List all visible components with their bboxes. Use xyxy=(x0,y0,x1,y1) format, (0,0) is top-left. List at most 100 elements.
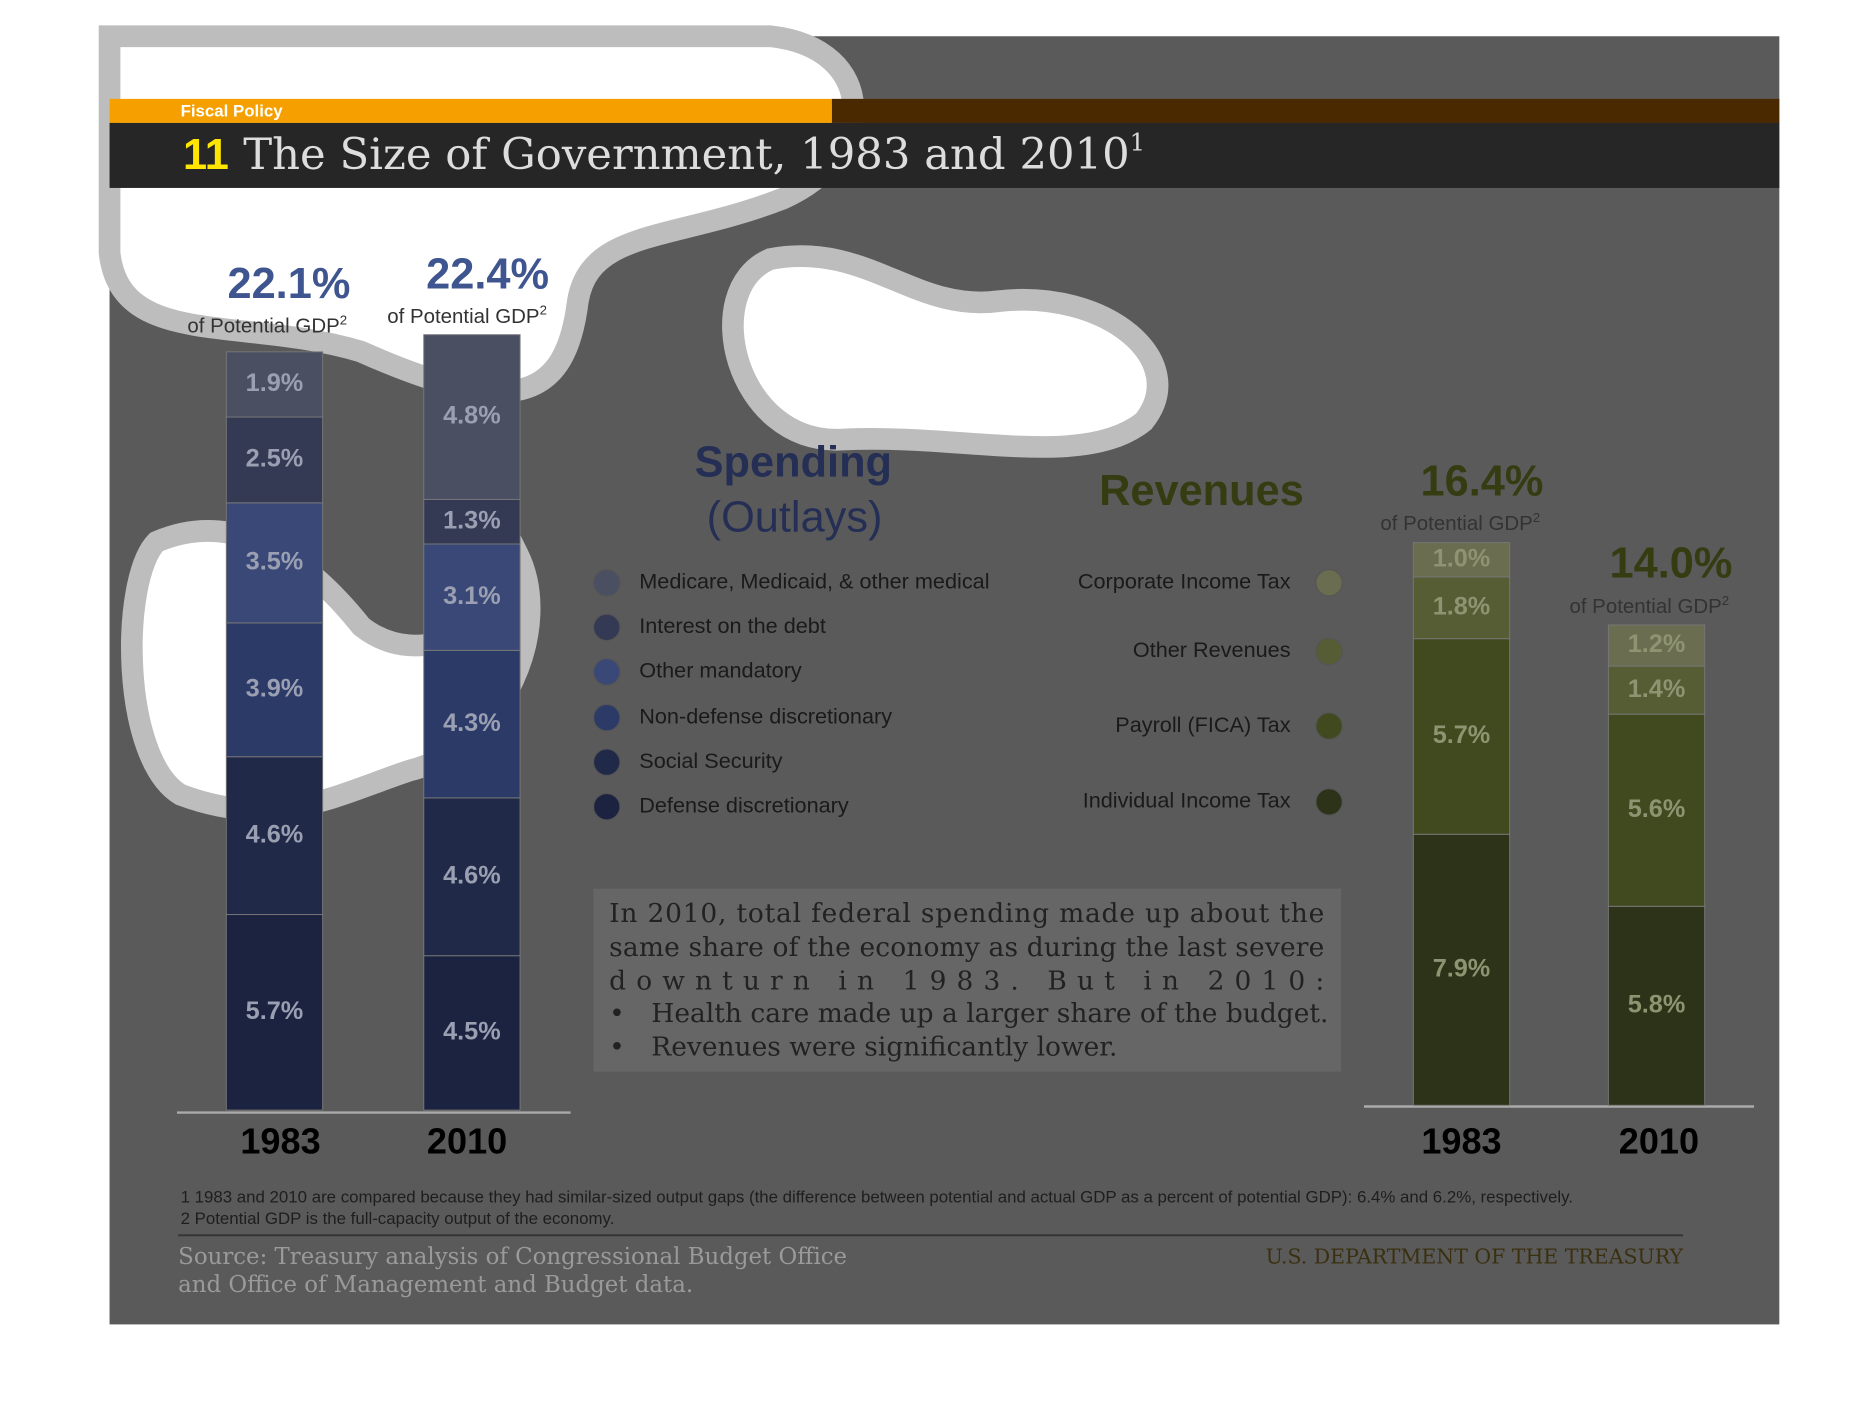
caption-text: of Potential GDP xyxy=(187,315,339,338)
bullet: • xyxy=(609,1032,625,1063)
source: and Office of Management and Budget data… xyxy=(178,1272,693,1298)
x-tick-label: 2010 xyxy=(1619,1120,1699,1161)
segment-label: 5.8% xyxy=(1628,990,1686,1018)
bar-segment xyxy=(1412,576,1511,640)
segment-label: 5.7% xyxy=(1433,721,1491,749)
x-tick-label: 1983 xyxy=(1421,1120,1501,1161)
legend-marker xyxy=(1315,637,1343,666)
legend-label: Medicare, Medicaid, & other medical xyxy=(639,569,989,594)
title-note: 1 xyxy=(1130,128,1145,156)
segment-label: 1.0% xyxy=(1433,544,1491,572)
segment-label: 4.8% xyxy=(443,402,501,430)
segment-label: 7.9% xyxy=(1433,954,1491,982)
segment-label: 3.9% xyxy=(246,674,304,702)
segment-label: 1.9% xyxy=(246,369,304,397)
bullet: • xyxy=(609,998,625,1029)
bar-segment xyxy=(1607,713,1706,907)
segment-label: 3.5% xyxy=(246,548,304,576)
x-tick-label: 2010 xyxy=(427,1120,507,1161)
total-label: 14.0% xyxy=(1610,539,1733,587)
segment-label: 5.6% xyxy=(1628,795,1686,823)
legend-marker xyxy=(1315,568,1343,597)
footnote: 2 Potential GDP is the full-capacity out… xyxy=(181,1209,615,1228)
segment-label: 1.8% xyxy=(1433,592,1491,620)
total-caption: of Potential GDP2 xyxy=(187,312,347,338)
legend-marker xyxy=(592,792,621,821)
legend-label: Interest on the debt xyxy=(639,613,826,638)
caption-note: 2 xyxy=(340,312,347,327)
bar-segment xyxy=(423,498,521,545)
bar-segment xyxy=(423,649,521,799)
section-label: Fiscal Policy xyxy=(181,102,284,121)
legend-marker xyxy=(1315,788,1343,816)
legend-marker xyxy=(592,658,621,686)
source: Source: Treasury analysis of Congression… xyxy=(178,1244,847,1270)
legend-label: Individual Income Tax xyxy=(1083,788,1291,813)
legend-label: Corporate Income Tax xyxy=(1078,569,1291,594)
text-line: same share of the economy as during the … xyxy=(609,932,1324,963)
bar-segment xyxy=(1412,542,1511,578)
bar-segment xyxy=(225,914,324,1111)
chart-subtitle: (Outlays) xyxy=(707,494,883,542)
section-bar xyxy=(831,98,1780,123)
text-line: In 2010, total federal spending made up … xyxy=(609,898,1324,929)
segment-label: 4.3% xyxy=(443,709,501,737)
bar-segment xyxy=(225,351,324,418)
segment-label: 2.5% xyxy=(246,445,304,473)
bar-segment xyxy=(225,622,324,758)
segment-label: 4.6% xyxy=(246,820,304,848)
bullet-text: Revenues were significantly lower. xyxy=(651,1032,1117,1063)
segment-label: 4.5% xyxy=(443,1018,501,1046)
chart-title: Spending xyxy=(695,438,892,486)
bar-segment xyxy=(423,955,521,1111)
blob xyxy=(722,245,1169,458)
caption-note: 2 xyxy=(1533,509,1540,524)
caption-text: of Potential GDP xyxy=(1569,596,1721,619)
caption-text: of Potential GDP xyxy=(1380,512,1532,535)
footnote: 1 1983 and 2010 are compared because the… xyxy=(181,1187,1573,1206)
legend-label: Payroll (FICA) Tax xyxy=(1115,712,1290,737)
legend-label: Other Revenues xyxy=(1133,637,1291,662)
legend-marker xyxy=(592,568,621,597)
chart-title: Revenues xyxy=(1099,467,1304,515)
bar-segment xyxy=(225,756,324,916)
bar-segment xyxy=(423,334,521,500)
legend-label: Defense discretionary xyxy=(639,792,849,817)
bar-segment xyxy=(1412,638,1511,835)
page-title: 11 The Size of Government, 1983 and 20101 xyxy=(183,128,1145,180)
caption-note: 2 xyxy=(1722,592,1729,607)
bullet-text: Health care made up a larger share of th… xyxy=(651,998,1328,1029)
legend-marker xyxy=(1315,712,1343,740)
total-label: 22.1% xyxy=(227,260,350,308)
bar-segment xyxy=(225,502,324,624)
bar-segment xyxy=(423,797,521,957)
caption-note: 2 xyxy=(540,302,547,317)
legend-label: Social Security xyxy=(639,748,782,773)
segment-label: 3.1% xyxy=(443,582,501,610)
bar-segment xyxy=(225,416,324,504)
segment-label: 4.6% xyxy=(443,861,501,889)
caption-text: of Potential GDP xyxy=(387,305,539,328)
section-bar xyxy=(109,98,832,123)
segment-label: 5.7% xyxy=(246,997,304,1025)
segment-label: 1.3% xyxy=(443,506,501,534)
bar-segment xyxy=(1412,833,1511,1106)
title-number: 11 xyxy=(183,131,229,179)
title-bar xyxy=(109,122,1780,188)
bar-segment xyxy=(1607,624,1706,667)
x-tick-label: 1983 xyxy=(240,1120,320,1161)
text-box xyxy=(593,888,1342,1072)
segment-label: 1.2% xyxy=(1628,630,1686,658)
legend-marker xyxy=(592,703,621,732)
legend-label: Other mandatory xyxy=(639,658,802,683)
legend-marker xyxy=(592,613,621,642)
agency: U.S. DEPARTMENT OF THE TREASURY xyxy=(1266,1245,1684,1269)
title-text: The Size of Government, 1983 and 2010 xyxy=(243,130,1129,180)
total-caption: of Potential GDP2 xyxy=(1380,509,1540,535)
total-caption: of Potential GDP2 xyxy=(1569,592,1729,618)
total-label: 16.4% xyxy=(1421,458,1544,506)
total-label: 22.4% xyxy=(426,250,549,298)
total-caption: of Potential GDP2 xyxy=(387,302,547,328)
